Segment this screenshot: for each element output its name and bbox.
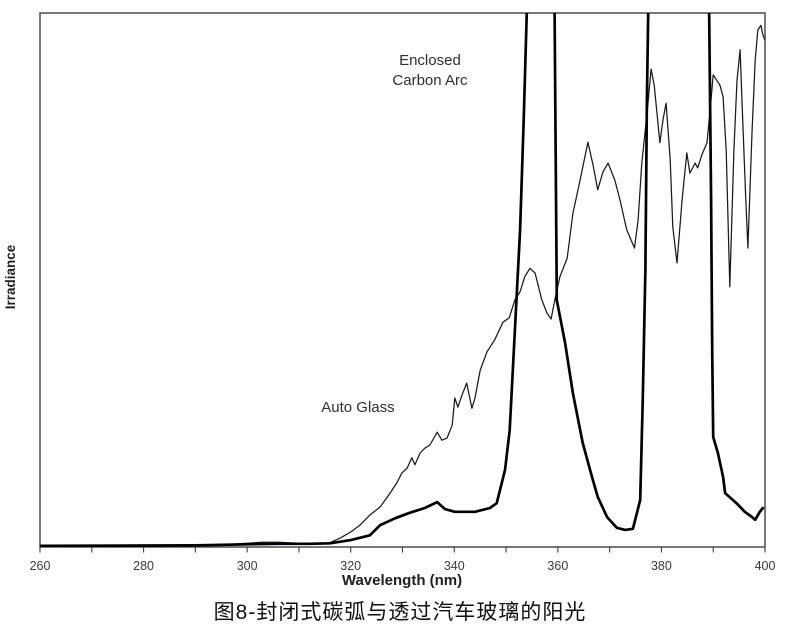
chart-canvas: 260 280 300 320 340 360 380 400 Enclosed Carbon… — [3, 12, 776, 589]
x-axis-tick-label: 320 — [340, 559, 361, 573]
spectral-irradiance-chart: 260 280 300 320 340 360 380 400 Enclosed Carbon… — [3, 12, 776, 589]
carbon-arc-curve — [40, 13, 765, 547]
figure-caption: 图8-封闭式碳弧与透过汽车玻璃的阳光 — [213, 601, 587, 624]
x-axis-tick-label: 380 — [651, 559, 672, 573]
x-axis-tick-label: 300 — [237, 559, 258, 573]
chart-frame — [39, 12, 766, 548]
enclosed-carbon-arc-label-line1: Enclosed — [399, 52, 461, 69]
x-axis-tick-label: 360 — [547, 559, 568, 573]
x-axis-tick-label: 260 — [30, 559, 51, 573]
enclosed-carbon-arc-label-line2: Carbon Arc — [392, 72, 468, 89]
x-axis-tick-label: 400 — [755, 559, 776, 573]
x-axis-title: Wavelength (nm) — [342, 572, 462, 589]
curves-layer — [40, 13, 765, 547]
x-axis-tick-label: 340 — [444, 559, 465, 573]
auto-glass-curve — [40, 24, 765, 547]
y-axis-title: Irradiance — [3, 244, 18, 309]
x-axis-tick-label: 280 — [133, 559, 154, 573]
x-axis-ticks: 260 280 300 320 340 360 380 400 — [30, 547, 776, 573]
auto-glass-label: Auto Glass — [321, 399, 394, 416]
